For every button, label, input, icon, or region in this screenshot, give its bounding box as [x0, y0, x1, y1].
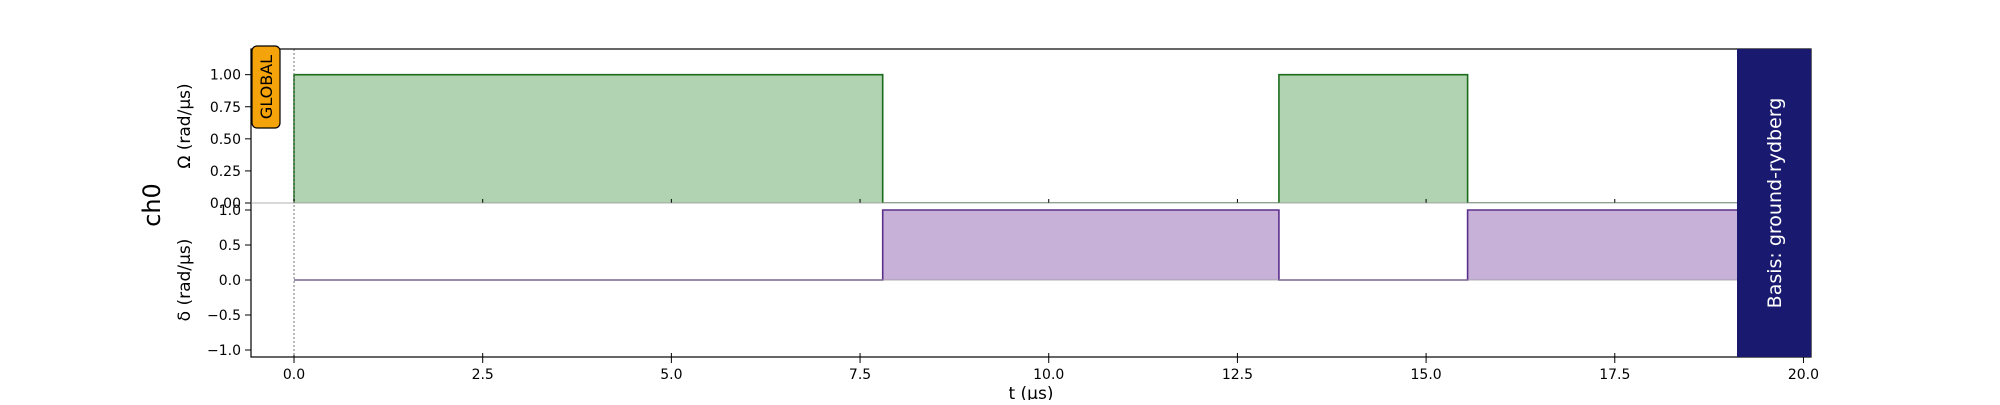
basis-box: Basis: ground-rydberg	[1737, 49, 1811, 357]
detuning-axis-label: δ (rad/µs)	[175, 239, 195, 322]
global-badge-label: GLOBAL	[257, 55, 276, 119]
detuning-series-line	[294, 209, 1744, 281]
detuning-area-fill	[294, 210, 1744, 280]
amplitude-y-tick-label: 0.25	[210, 164, 241, 180]
detuning-y-tick-label: −1.0	[207, 343, 241, 359]
time-x-tick-label: 12.5	[1222, 367, 1253, 383]
global-badge: GLOBAL	[251, 45, 281, 129]
time-x-tick-label: 2.5	[472, 367, 494, 383]
amplitude-y-ticks: 0.00 0.25 0.50 0.75 1.00	[210, 68, 251, 212]
time-x-tick-label: 10.0	[1033, 367, 1064, 383]
detuning-marks	[294, 209, 1811, 281]
amplitude-axis-label: Ω (rad/µs)	[175, 83, 195, 168]
time-x-tick-label: 20.0	[1788, 367, 1819, 383]
detuning-y-tick-label: 0.0	[219, 273, 241, 289]
time-x-tick-label: 7.5	[849, 367, 871, 383]
amplitude-y-tick-label: 0.75	[210, 100, 241, 116]
detuning-y-ticks: −1.0 −0.5 0.0 0.5 1.0	[207, 203, 251, 359]
amplitude-y-tick-label: 0.50	[210, 132, 241, 148]
amplitude-y-tick-label: 0.00	[210, 196, 241, 212]
time-x-tick-label: 15.0	[1411, 367, 1442, 383]
detuning-y-tick-label: −0.5	[207, 308, 241, 324]
amplitude-panel: 0.00 0.25 0.50 0.75 1.00 Ω (rad/µs)	[175, 49, 1811, 212]
time-axis-label: t (µs)	[1008, 384, 1053, 400]
basis-label: Basis: ground-rydberg	[1764, 98, 1786, 309]
time-x-tick-label: 5.0	[660, 367, 682, 383]
amplitude-area-fill	[294, 74, 1744, 204]
detuning-y-tick-label: 1.0	[219, 203, 241, 219]
time-x-ticks: 0.0 2.5 5.0 7.5 10.0 12.5 15.0 17.5 20.0	[283, 353, 1819, 383]
basis-box-background	[1737, 49, 1811, 357]
global-badge-background	[251, 45, 281, 129]
channel-label: ch0	[138, 183, 166, 227]
time-x-tick-label: 17.5	[1599, 367, 1630, 383]
detuning-y-tick-label: 0.5	[219, 238, 241, 254]
detuning-panel: −1.0 −0.5 0.0 0.5 1.0 0.0 2.5 5.0 7.5 10.0 12.5 15…	[175, 203, 1819, 404]
amplitude-y-tick-label: 1.00	[210, 68, 241, 84]
time-x-tick-label: 0.0	[283, 367, 305, 383]
